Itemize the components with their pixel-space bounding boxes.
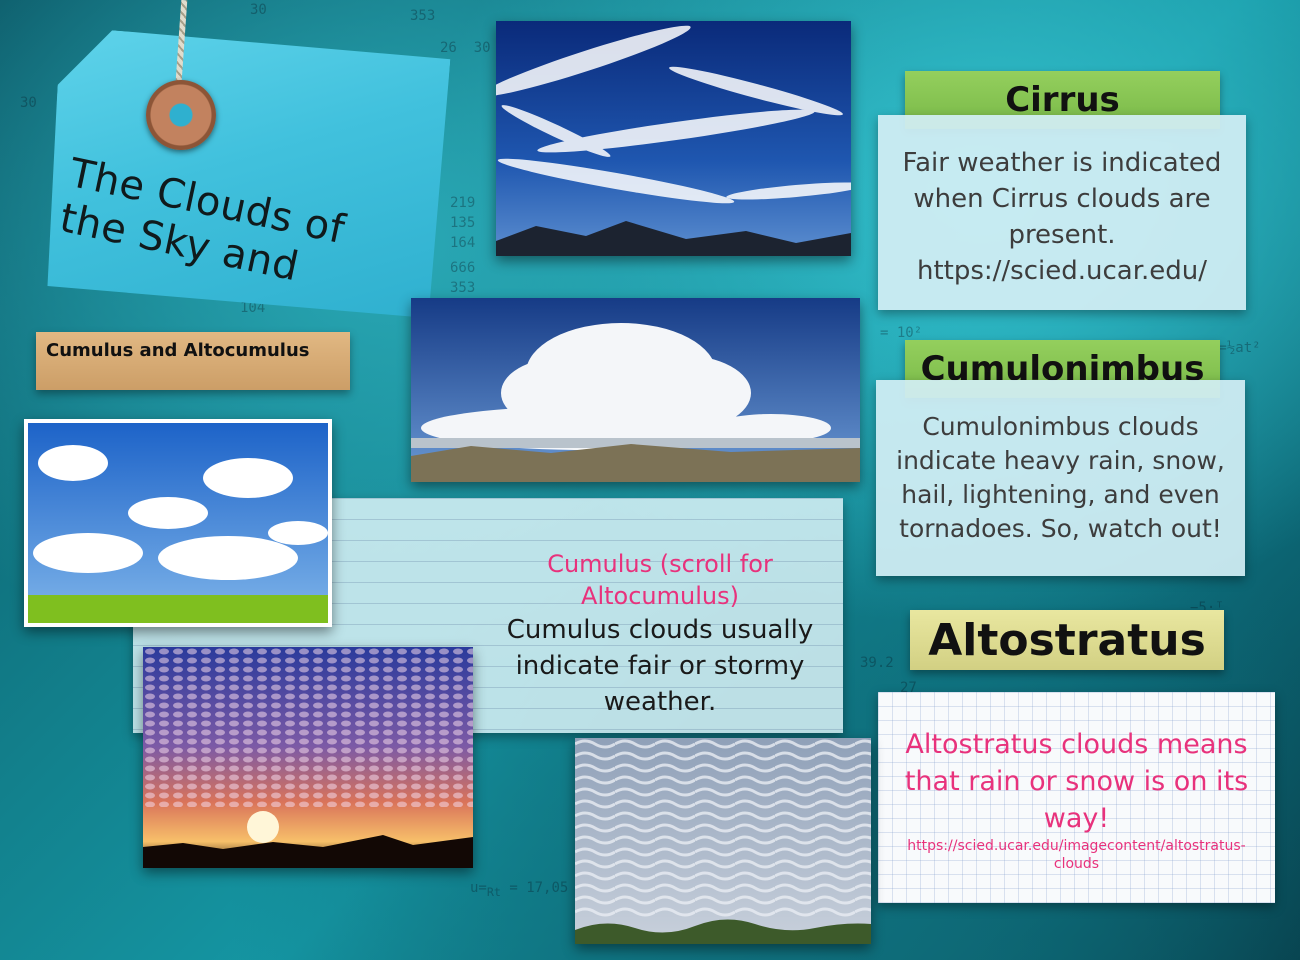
altostratus-description: Altostratus clouds means that rain or sn… — [904, 729, 1249, 834]
cumulus-photo — [24, 419, 332, 627]
cirrus-heading-text: Cirrus — [1005, 80, 1120, 120]
section-label-text: Cumulus and Altocumulus — [46, 340, 310, 361]
cumulus-title: Cumulus (scroll for Altocumulus) — [547, 550, 773, 610]
cumulus-description: Cumulus clouds usually indicate fair or … — [506, 615, 814, 717]
section-label: Cumulus and Altocumulus — [36, 332, 350, 390]
altostratus-photo — [575, 738, 871, 944]
cirrus-description: Fair weather is indicated when Cirrus cl… — [902, 148, 1222, 286]
tag-eyelet — [146, 80, 216, 150]
altostratus-card: Altostratus clouds means that rain or sn… — [878, 692, 1275, 903]
altostratus-heading-text: Altostratus — [928, 614, 1206, 666]
altocumulus-sunset-photo — [143, 647, 473, 868]
cumulonimbus-description: Cumulonimbus clouds indicate heavy rain,… — [896, 412, 1225, 543]
altostratus-heading: Altostratus — [910, 610, 1224, 670]
cumulonimbus-photo — [411, 298, 860, 482]
cumulus-text-block[interactable]: Cumulus (scroll for Altocumulus) Cumulus… — [490, 548, 830, 718]
cirrus-photo — [496, 21, 851, 256]
cumulonimbus-card: Cumulonimbus clouds indicate heavy rain,… — [876, 380, 1245, 576]
cirrus-card: Fair weather is indicated when Cirrus cl… — [878, 115, 1246, 310]
altostratus-source-link[interactable]: https://scied.ucar.edu/imagecontent/alto… — [907, 838, 1246, 872]
